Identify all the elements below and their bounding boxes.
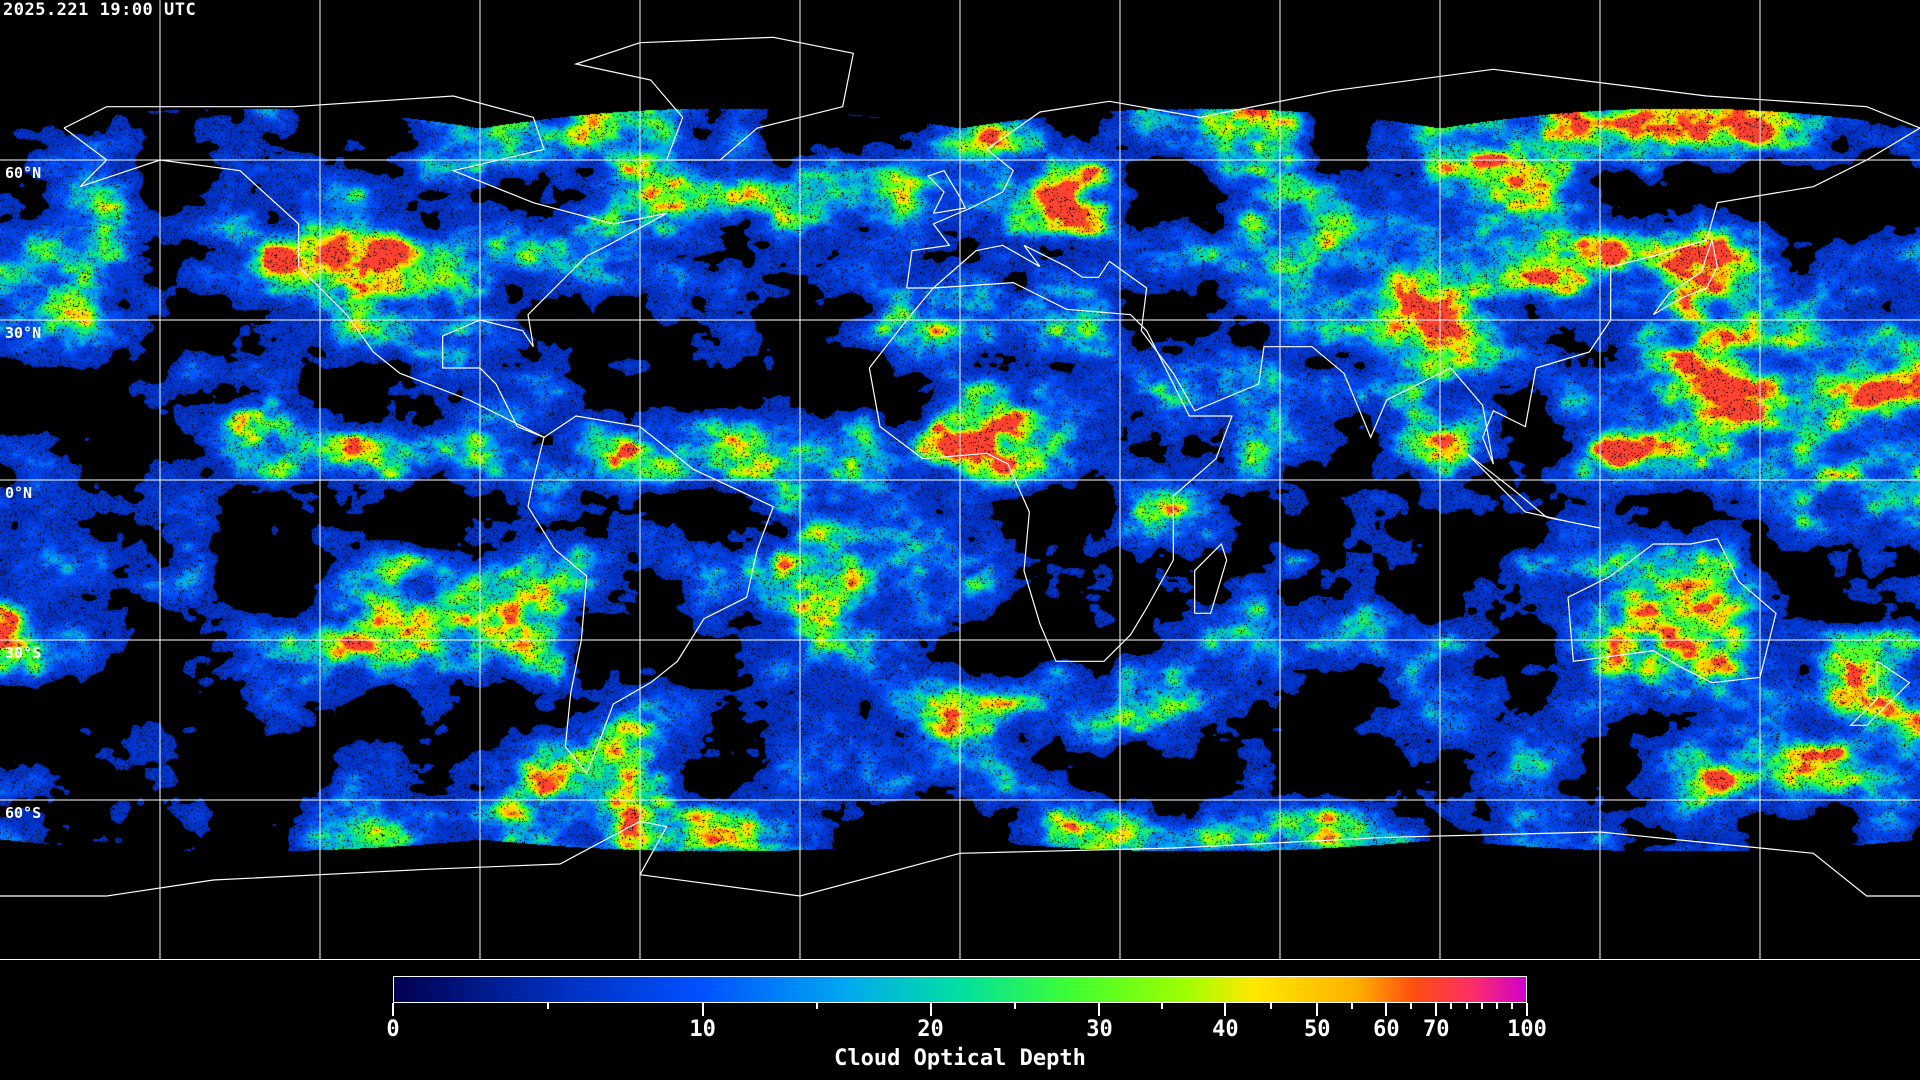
coastline-africa [868, 282, 1233, 662]
major-tick [929, 1003, 932, 1016]
coastline-japan [1652, 237, 1718, 316]
tick-label: 50 [1303, 1017, 1331, 1042]
lat-label-0n: 0°N [5, 484, 33, 502]
coastline-uk [926, 169, 967, 214]
minor-tick [1410, 1003, 1413, 1009]
minor-tick [1161, 1003, 1164, 1009]
coastline-madagascar [1194, 542, 1228, 614]
tick-label: 40 [1212, 1017, 1239, 1042]
coastline-australia [1567, 537, 1777, 684]
major-tick [1526, 1003, 1528, 1016]
minor-tick [1465, 1003, 1468, 1009]
colorbar-ticks: 0 10 20 30 40 50 60 70 100 [386, 1003, 1547, 1063]
lat-label-60s: 60°S [5, 804, 42, 822]
major-tick [1385, 1003, 1388, 1016]
minor-tick [1480, 1003, 1483, 1009]
minor-tick [1270, 1003, 1273, 1009]
coastlines-and-grid [0, 0, 1920, 960]
colorbar [393, 976, 1527, 1003]
major-tick [1098, 1003, 1101, 1016]
tick-label: 0 [386, 1017, 400, 1042]
cloud-optical-depth-map: 2025.221 19:00 UTC 60°N 30°N 0°N 30°S 60… [0, 0, 1920, 960]
coastline-north-america [63, 95, 667, 438]
coastline-antarctica [0, 820, 1920, 897]
tick-label: 30 [1086, 1017, 1113, 1042]
coastline-indonesia [1466, 452, 1601, 529]
coastline-new-zealand [1849, 660, 1911, 726]
coastline-south-america [527, 415, 775, 775]
minor-tick [1013, 1003, 1016, 1009]
tick-label: 100 [1507, 1017, 1547, 1042]
major-tick [701, 1003, 704, 1016]
major-tick [1435, 1003, 1438, 1016]
tick-label: 60 [1373, 1017, 1400, 1042]
minor-tick [546, 1003, 549, 1009]
lat-label-30n: 30°N [5, 324, 42, 342]
major-tick [1224, 1003, 1227, 1016]
minor-tick [1350, 1003, 1353, 1009]
tick-label: 70 [1423, 1017, 1450, 1042]
major-tick [392, 1003, 394, 1016]
major-tick [1316, 1003, 1319, 1016]
map-border [0, 959, 1920, 960]
coastline-eurasia [906, 68, 1920, 465]
minor-tick [1450, 1003, 1453, 1009]
coastline-greenland [573, 36, 855, 161]
tick-label: 10 [689, 1017, 716, 1042]
minor-tick [815, 1003, 818, 1009]
timestamp: 2025.221 19:00 UTC [3, 0, 197, 20]
colorbar-title: Cloud Optical Depth [834, 1046, 1086, 1071]
lat-label-30s: 30°S [5, 644, 42, 662]
minor-tick [1495, 1003, 1498, 1009]
minor-tick [1510, 1003, 1513, 1009]
tick-label: 20 [917, 1017, 944, 1042]
lat-label-60n: 60°N [5, 164, 42, 182]
